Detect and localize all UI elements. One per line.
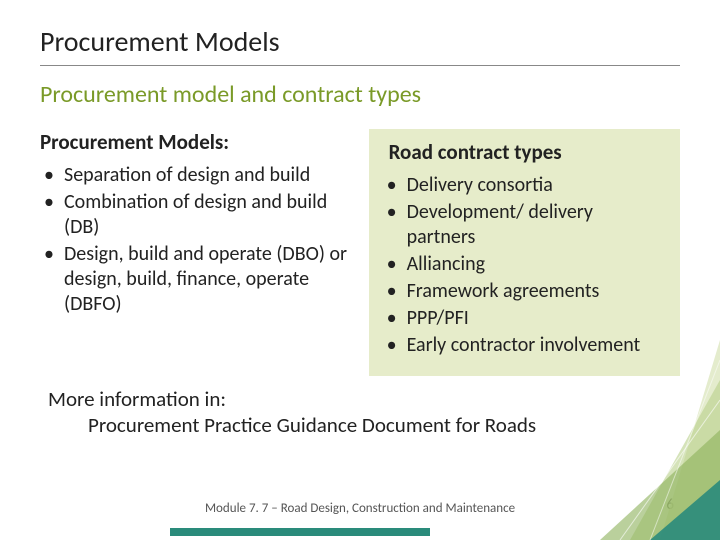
page-number: 6 bbox=[666, 496, 674, 514]
list-item: Alliancing bbox=[383, 252, 666, 277]
slide-subtitle: Procurement model and contract types bbox=[40, 80, 680, 109]
left-bullet-list: Separation of design and build Combinati… bbox=[40, 163, 351, 317]
left-heading: Procurement Models: bbox=[40, 129, 351, 155]
two-column-body: Procurement Models: Separation of design… bbox=[40, 129, 680, 376]
more-info-block: More information in: Procurement Practic… bbox=[40, 386, 680, 439]
more-info-line1: More information in: bbox=[40, 386, 680, 412]
list-item: Design, build and operate (DBO) or desig… bbox=[40, 242, 351, 317]
list-item: Development/ delivery partners bbox=[383, 200, 666, 250]
list-item: Early contractor involvement bbox=[383, 333, 666, 358]
footer-module-text: Module 7. 7 – Road Design, Construction … bbox=[0, 501, 720, 516]
right-bullet-list: Delivery consortia Development/ delivery… bbox=[383, 173, 666, 358]
slide: Procurement Models Procurement model and… bbox=[0, 0, 720, 540]
list-item: Separation of design and build bbox=[40, 163, 351, 188]
list-item: Delivery consortia bbox=[383, 173, 666, 198]
accent-bar bbox=[170, 528, 430, 536]
list-item: Combination of design and build (DB) bbox=[40, 190, 351, 240]
right-heading: Road contract types bbox=[383, 137, 666, 165]
list-item: PPP/PFI bbox=[383, 306, 666, 331]
right-column: Road contract types Delivery consortia D… bbox=[369, 129, 680, 376]
more-info-line2: Procurement Practice Guidance Document f… bbox=[40, 412, 680, 438]
slide-title: Procurement Models bbox=[40, 24, 680, 66]
left-column: Procurement Models: Separation of design… bbox=[40, 129, 351, 376]
list-item: Framework agreements bbox=[383, 279, 666, 304]
